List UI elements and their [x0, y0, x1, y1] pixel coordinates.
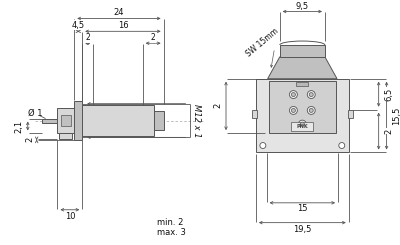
- Circle shape: [309, 109, 313, 112]
- Circle shape: [339, 143, 345, 148]
- Bar: [58, 108, 74, 134]
- Text: M12 x 1: M12 x 1: [192, 104, 201, 137]
- Text: 2: 2: [384, 128, 393, 134]
- Bar: [269, 81, 336, 133]
- Text: min. 2: min. 2: [157, 218, 183, 227]
- Text: 15,5: 15,5: [392, 106, 400, 125]
- Circle shape: [307, 91, 315, 98]
- Text: Ø 1: Ø 1: [28, 109, 43, 118]
- Text: 4,5: 4,5: [72, 21, 85, 30]
- Bar: [42, 119, 58, 122]
- Circle shape: [300, 122, 304, 126]
- Circle shape: [309, 93, 313, 97]
- Bar: [292, 122, 313, 131]
- Text: 2: 2: [85, 33, 90, 42]
- Text: PNK: PNK: [296, 123, 308, 129]
- Text: 24: 24: [114, 8, 124, 17]
- Text: 2: 2: [151, 33, 156, 42]
- Text: 2: 2: [214, 103, 222, 109]
- Bar: [74, 101, 82, 140]
- Text: 15: 15: [297, 204, 308, 213]
- Bar: [252, 110, 257, 118]
- Bar: [60, 134, 72, 139]
- Circle shape: [298, 120, 306, 128]
- Text: 10: 10: [65, 212, 75, 221]
- Circle shape: [292, 109, 295, 112]
- Text: 2,1: 2,1: [14, 119, 23, 133]
- Circle shape: [307, 107, 315, 114]
- Circle shape: [292, 93, 295, 97]
- Text: 6,5: 6,5: [384, 87, 393, 101]
- Circle shape: [290, 107, 297, 114]
- Text: 19,5: 19,5: [293, 225, 312, 234]
- Bar: [280, 45, 325, 57]
- Bar: [82, 105, 154, 136]
- Text: max. 3: max. 3: [157, 228, 186, 237]
- Bar: [296, 82, 308, 86]
- Bar: [348, 110, 353, 118]
- Text: 16: 16: [118, 21, 128, 30]
- Polygon shape: [268, 57, 337, 79]
- Text: SW 15mm: SW 15mm: [245, 27, 280, 59]
- Bar: [256, 79, 349, 152]
- Text: 2: 2: [25, 137, 34, 143]
- Text: 9,5: 9,5: [296, 1, 309, 11]
- Circle shape: [290, 91, 297, 98]
- Bar: [154, 111, 164, 130]
- Circle shape: [260, 143, 266, 148]
- Bar: [62, 115, 71, 126]
